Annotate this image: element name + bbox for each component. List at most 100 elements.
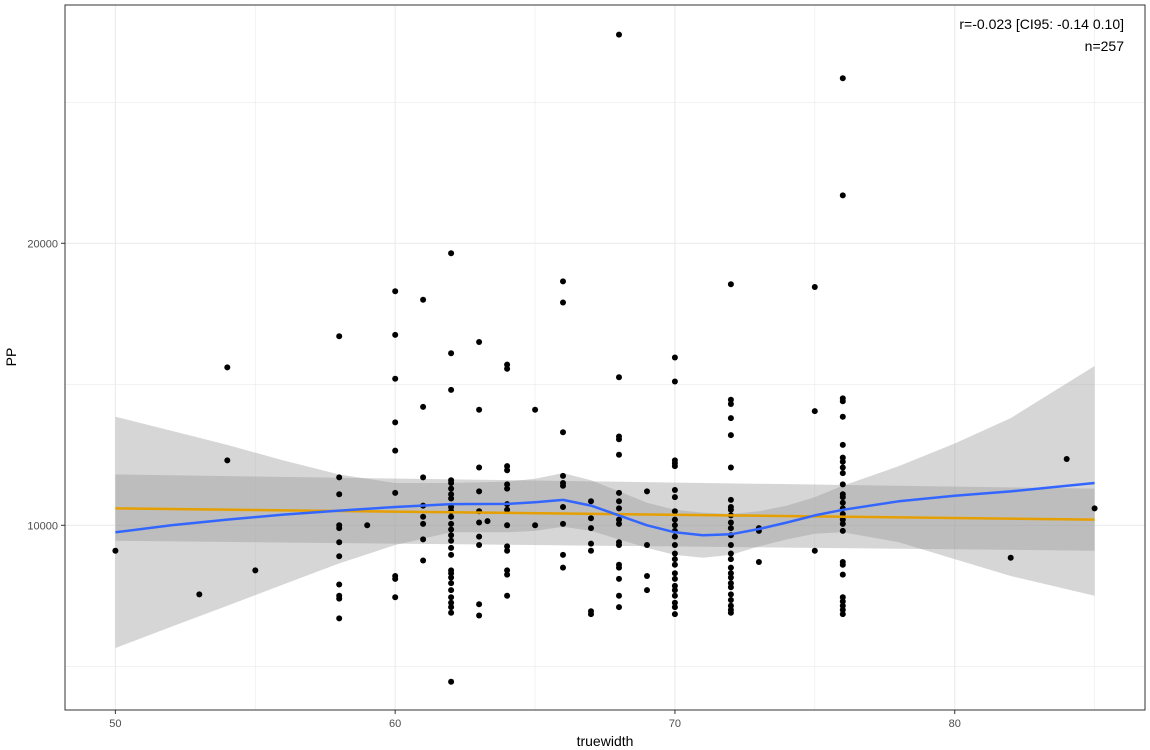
- data-point: [588, 540, 594, 547]
- data-point: [671, 587, 678, 594]
- data-point: [504, 481, 511, 488]
- data-point: [616, 436, 622, 443]
- data-point: [504, 485, 511, 492]
- data-point: [839, 520, 846, 527]
- data-point: [448, 386, 455, 393]
- data-point: [448, 495, 455, 502]
- x-tick-label: 70: [669, 718, 681, 730]
- data-point: [252, 567, 259, 574]
- data-point: [727, 525, 734, 532]
- data-point: [671, 463, 678, 470]
- data-point: [448, 526, 455, 533]
- data-point: [560, 551, 566, 558]
- data-point: [671, 378, 678, 385]
- confidence-ribbons: [115, 366, 1095, 648]
- data-point: [448, 513, 455, 520]
- fit-lines: [115, 481, 1095, 537]
- linear-fit-line: [115, 507, 1095, 521]
- data-point: [448, 678, 455, 685]
- data-point: [420, 513, 427, 520]
- data-point: [616, 516, 622, 523]
- x-axis-ticks: 50 60 70 80: [109, 710, 961, 730]
- data-point: [560, 504, 566, 510]
- data-point: [839, 458, 846, 465]
- data-point: [476, 339, 483, 345]
- y-tick-label: 10000: [27, 520, 58, 532]
- data-point: [392, 375, 399, 382]
- data-point: [532, 406, 539, 413]
- data-point: [448, 532, 455, 539]
- data-point: [727, 556, 734, 563]
- data-point: [671, 570, 678, 577]
- data-point: [504, 547, 511, 554]
- data-point: [1091, 505, 1098, 512]
- data-point: [448, 604, 455, 611]
- data-point: [560, 299, 566, 306]
- data-point: [727, 570, 734, 577]
- data-point: [727, 591, 734, 598]
- data-point: [504, 571, 511, 578]
- linear-confidence-band: [115, 474, 1095, 551]
- data-point: [476, 406, 483, 413]
- data-point: [839, 611, 846, 618]
- data-point: [839, 602, 846, 609]
- data-point: [811, 408, 818, 415]
- data-point: [616, 489, 622, 496]
- loess-confidence-band: [115, 366, 1095, 648]
- data-point: [839, 441, 846, 448]
- data-point: [448, 544, 455, 551]
- data-point: [560, 429, 566, 436]
- data-point: [671, 592, 678, 599]
- data-point: [727, 506, 734, 513]
- data-point: [448, 587, 455, 594]
- data-point: [644, 573, 650, 579]
- data-point: [420, 557, 427, 564]
- data-point: [504, 365, 511, 372]
- data-point: [448, 580, 455, 587]
- data-point: [727, 584, 734, 591]
- data-point: [392, 489, 399, 496]
- data-point: [811, 284, 818, 290]
- minor-gridlines: [65, 5, 1145, 710]
- data-point: [671, 522, 678, 529]
- data-point: [476, 612, 483, 619]
- data-point: [588, 525, 594, 532]
- data-point: [839, 470, 846, 477]
- data-point: [839, 464, 846, 471]
- plot-panel: [65, 5, 1145, 710]
- data-point: [336, 474, 343, 481]
- data-point: [476, 601, 483, 608]
- data-point: [727, 464, 734, 471]
- data-point: [727, 602, 734, 609]
- data-point: [727, 396, 734, 403]
- data-point: [504, 506, 511, 513]
- x-tick-label: 50: [109, 718, 121, 730]
- data-point: [448, 350, 455, 357]
- data-point: [448, 485, 455, 492]
- data-point: [448, 574, 455, 581]
- data-point: [727, 550, 734, 557]
- panel-border: [64, 4, 1146, 711]
- data-point: [420, 536, 427, 543]
- data-point: [616, 451, 622, 458]
- data-point: [224, 457, 231, 464]
- data-point: [588, 611, 594, 618]
- data-point: [1007, 554, 1014, 561]
- data-point: [560, 482, 566, 489]
- y-axis-ticks: 10000 20000: [27, 238, 65, 532]
- data-point: [336, 581, 343, 588]
- data-point: [476, 542, 483, 548]
- data-point: [476, 464, 483, 471]
- data-point: [644, 587, 650, 594]
- data-point: [671, 494, 678, 501]
- y-tick-label: 20000: [27, 238, 58, 250]
- data-point: [727, 580, 734, 587]
- data-point: [420, 520, 427, 527]
- data-point: [839, 413, 846, 420]
- data-point: [392, 594, 399, 601]
- data-point: [504, 543, 511, 550]
- data-point: [532, 522, 539, 529]
- data-point: [727, 432, 734, 439]
- data-point: [560, 520, 566, 527]
